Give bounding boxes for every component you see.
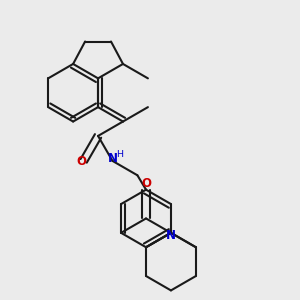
Text: O: O [76,155,86,168]
Text: O: O [141,177,151,190]
Text: N: N [108,152,118,165]
Text: N: N [166,229,176,242]
Text: H: H [116,150,123,159]
